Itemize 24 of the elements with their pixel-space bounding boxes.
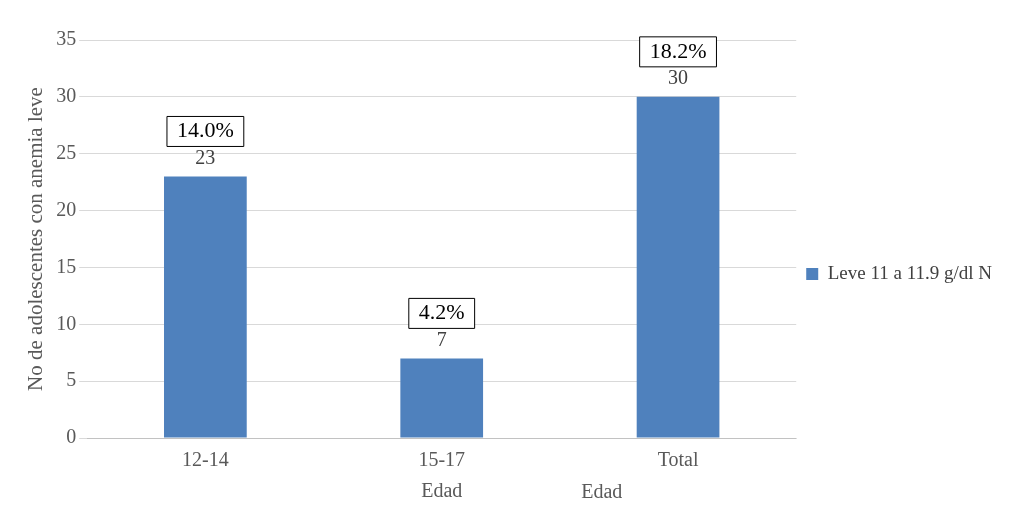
text: Edad [581,480,623,503]
y-tick-label: 10 [56,311,77,334]
data-label: 30 [668,66,689,89]
y-tick-label: 20 [56,197,77,220]
x-axis-title: Edad [421,479,463,502]
annotation: 4.2% [418,299,465,325]
y-tick-label: 15 [56,254,77,277]
y-tick-label: 35 [56,27,77,50]
x-tick-label: 15-17 [418,448,466,471]
y-tick-label: 30 [56,84,77,107]
bar [636,96,720,438]
y-tick-label: 25 [56,140,77,163]
annotation: 18.2% [649,37,707,63]
data-label: 7 [436,327,447,350]
bar [400,358,484,438]
annotation: 14.0% [176,117,234,143]
x-tick-label: 12-14 [182,448,229,471]
data-label: 23 [195,145,216,168]
y-tick-label: 5 [66,368,77,391]
legend-label: Leve 11 a 11.9 g/dl N [827,261,993,283]
y-axis-title: No de adolescentes con anemia leve [23,87,48,391]
bar [164,176,247,438]
y-tick-label: 0 [66,425,77,448]
x-tick-label: Total [657,448,699,471]
